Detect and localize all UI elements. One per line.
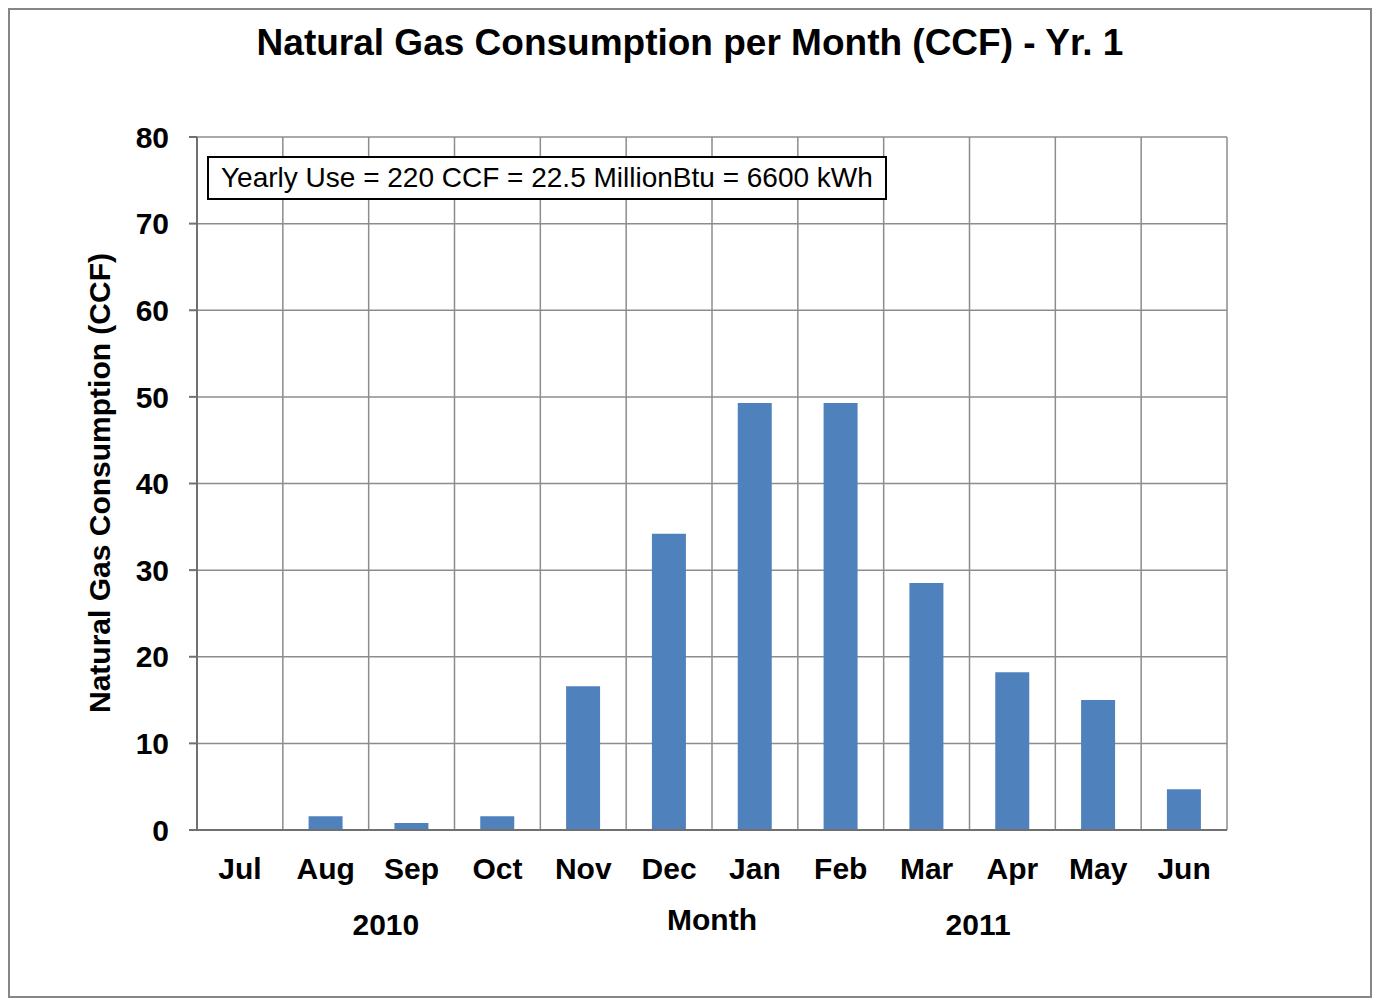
svg-text:Feb: Feb: [814, 852, 867, 885]
svg-text:Sep: Sep: [384, 852, 439, 885]
svg-text:30: 30: [136, 554, 169, 587]
svg-text:Nov: Nov: [555, 852, 612, 885]
svg-text:Aug: Aug: [297, 852, 355, 885]
html-text:Yearly Use = 220 CCF = 22.5 Mi: Yearly Use = 220 CCF = 22.5 MillionBtu =…: [221, 162, 873, 193]
svg-text:0: 0: [152, 814, 169, 847]
svg-text:Jul: Jul: [218, 852, 261, 885]
svg-text:50: 50: [136, 381, 169, 414]
svg-text:Mar: Mar: [900, 852, 954, 885]
svg-text:Apr: Apr: [987, 852, 1039, 885]
svg-text:40: 40: [136, 467, 169, 500]
svg-text:80: 80: [136, 121, 169, 154]
svg-text:10: 10: [136, 727, 169, 760]
svg-text:Oct: Oct: [472, 852, 522, 885]
svg-text:60: 60: [136, 294, 169, 327]
html-text:Month: Month: [667, 903, 757, 936]
svg-text:Jan: Jan: [729, 852, 781, 885]
html-text:Natural Gas Consumption per Mo: Natural Gas Consumption per Month (CCF) …: [256, 22, 1124, 63]
html-text:2011: 2011: [945, 908, 1011, 941]
svg-text:20: 20: [136, 640, 169, 673]
svg-text:Dec: Dec: [642, 852, 697, 885]
svg-text:Jun: Jun: [1157, 852, 1210, 885]
html-text:Natural Gas Consumption (CCF): Natural Gas Consumption (CCF): [83, 253, 116, 713]
svg-text:May: May: [1069, 852, 1128, 885]
html-text:2010: 2010: [352, 908, 420, 941]
svg-text:70: 70: [136, 207, 169, 240]
